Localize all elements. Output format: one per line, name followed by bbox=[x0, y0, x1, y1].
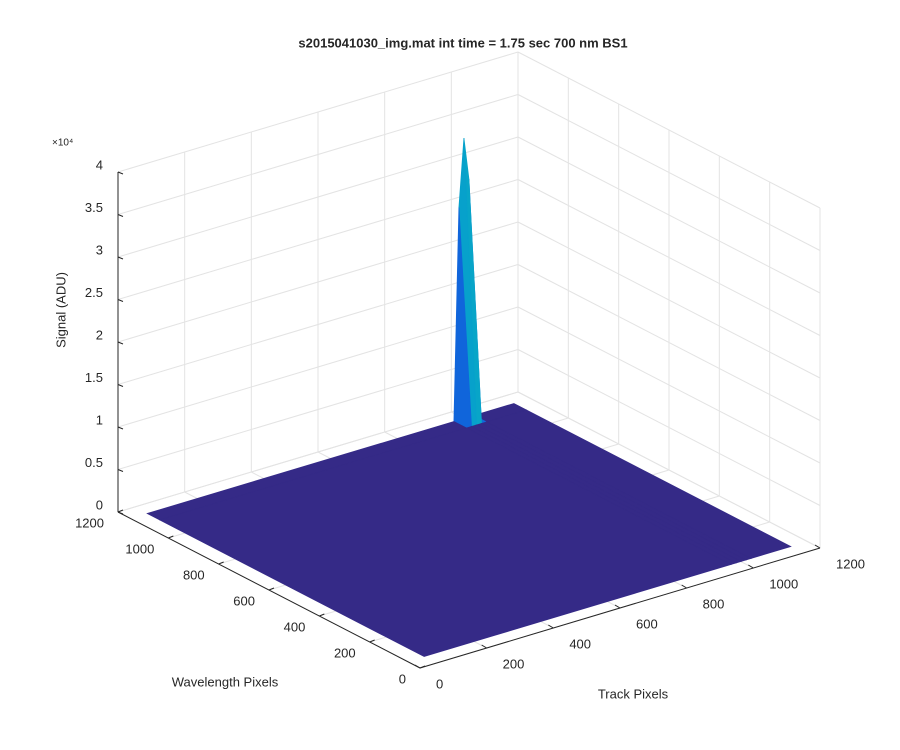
grid-line bbox=[117, 179, 519, 300]
grid-line bbox=[117, 391, 519, 513]
y-tick bbox=[218, 561, 224, 565]
z-tick bbox=[117, 214, 124, 217]
z-tick-label: 2.5 bbox=[85, 285, 103, 300]
z-tick bbox=[117, 384, 124, 387]
y-tick-label: 800 bbox=[183, 567, 205, 582]
y-tick-label: 0 bbox=[399, 671, 406, 686]
grid-line bbox=[117, 51, 519, 173]
grid-line bbox=[517, 349, 821, 506]
y-tick bbox=[268, 587, 275, 591]
grid-line bbox=[117, 136, 519, 258]
y-axis-label: Wavelength Pixels bbox=[172, 674, 279, 689]
y-tick bbox=[419, 665, 426, 669]
x-tick-label: 600 bbox=[636, 616, 658, 631]
x-tick bbox=[481, 644, 487, 649]
x-tick bbox=[681, 584, 687, 589]
z-tick bbox=[117, 426, 124, 430]
grid-line bbox=[117, 306, 519, 428]
x-tick bbox=[814, 544, 821, 549]
y-tick bbox=[168, 535, 174, 539]
z-tick-label: 0 bbox=[96, 497, 103, 512]
z-tick-label: 1 bbox=[96, 412, 103, 427]
z-tick bbox=[117, 469, 124, 472]
grid-line bbox=[117, 264, 519, 385]
x-tick-label: 1000 bbox=[769, 576, 798, 591]
z-tick bbox=[117, 299, 124, 302]
z-tick bbox=[117, 511, 124, 515]
axes: 0200400600800100012000200400600800100012… bbox=[75, 157, 865, 691]
grid-line bbox=[117, 221, 519, 343]
x-axis-label: Track Pixels bbox=[598, 686, 669, 701]
z-tick-label: 0.5 bbox=[85, 455, 103, 470]
z-tick-label: 4 bbox=[96, 157, 103, 172]
x-tick bbox=[748, 564, 754, 569]
y-tick-label: 400 bbox=[284, 619, 306, 634]
x-tick bbox=[414, 664, 421, 669]
z-axis-label: Signal (ADU) bbox=[53, 272, 68, 348]
grid-line bbox=[517, 221, 821, 379]
surface bbox=[146, 137, 792, 657]
y-tick-label: 200 bbox=[334, 645, 356, 660]
y-tick-label: 600 bbox=[233, 593, 255, 608]
z-exponent: ×10⁴ bbox=[52, 138, 73, 149]
grid-line bbox=[517, 94, 821, 251]
z-tick-label: 3 bbox=[96, 242, 103, 257]
y-tick-label: 1000 bbox=[125, 541, 154, 556]
x-tick bbox=[614, 604, 621, 609]
z-tick bbox=[117, 341, 124, 345]
x-tick-label: 800 bbox=[703, 596, 725, 611]
x-tick-label: 200 bbox=[503, 656, 525, 671]
y-tick bbox=[117, 509, 124, 513]
grid-line bbox=[117, 94, 519, 215]
z-tick-label: 1.5 bbox=[85, 370, 103, 385]
x-tick bbox=[548, 624, 554, 629]
x-tick-label: 0 bbox=[436, 676, 443, 691]
z-tick-label: 3.5 bbox=[85, 200, 103, 215]
grid-line bbox=[517, 391, 821, 549]
grid-line bbox=[117, 349, 519, 470]
y-tick bbox=[319, 613, 325, 617]
chart-title: s2015041030_img.mat int time = 1.75 sec … bbox=[298, 35, 627, 50]
grid-line bbox=[517, 264, 821, 421]
grid-line bbox=[517, 306, 821, 464]
grid-line bbox=[517, 179, 821, 336]
x-tick-label: 1200 bbox=[836, 556, 865, 571]
z-tick-label: 2 bbox=[96, 327, 103, 342]
grid-line bbox=[517, 136, 821, 294]
surface-patch bbox=[158, 427, 732, 657]
z-tick bbox=[117, 256, 124, 260]
z-tick bbox=[117, 171, 124, 175]
y-tick-label: 1200 bbox=[75, 515, 104, 530]
x-tick-label: 400 bbox=[569, 636, 591, 651]
y-tick bbox=[369, 639, 375, 643]
grid-line bbox=[517, 51, 821, 209]
